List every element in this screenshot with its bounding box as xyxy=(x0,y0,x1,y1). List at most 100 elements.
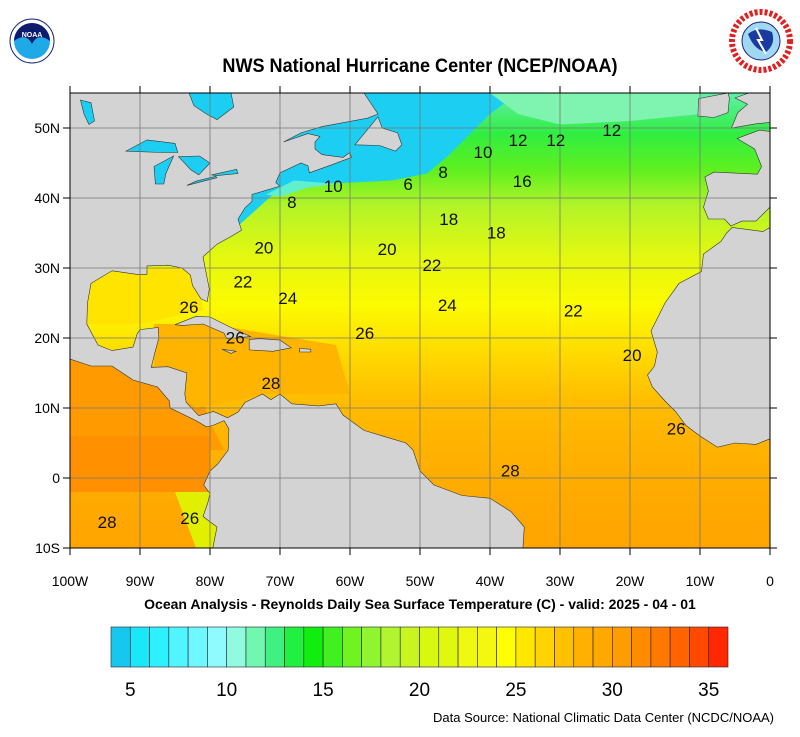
contour-label: 28 xyxy=(98,513,117,532)
contour-label: 20 xyxy=(254,239,273,258)
colorbar-label: 15 xyxy=(313,680,334,700)
y-tick-label: 0 xyxy=(52,470,60,486)
x-tick-label: 80W xyxy=(196,573,226,589)
colorbar-swatch xyxy=(419,626,440,668)
lake-michigan xyxy=(153,155,175,185)
nws-logo xyxy=(728,8,794,79)
contour-label: 12 xyxy=(546,131,565,150)
contour-label: 28 xyxy=(261,374,280,393)
gulf-of-mexico xyxy=(84,268,203,324)
land-great-britain xyxy=(731,93,770,129)
colorbar-swatch xyxy=(592,626,613,668)
land-iberia-france xyxy=(703,129,770,227)
colorbar-swatch xyxy=(534,626,555,668)
colorbar-label: 30 xyxy=(602,680,623,700)
colorbar-swatch xyxy=(631,626,652,668)
y-tick-label: 10N xyxy=(34,400,60,416)
colorbar-label: 10 xyxy=(216,680,237,700)
contour-label: 12 xyxy=(509,131,528,150)
x-tick-label: 40W xyxy=(476,573,506,589)
colorbar-swatch xyxy=(284,626,305,668)
colorbar-swatch xyxy=(399,626,420,668)
colorbar-swatch xyxy=(477,626,497,668)
contour-label: 28 xyxy=(501,461,520,480)
colorbar-swatch xyxy=(496,626,517,668)
land-africa xyxy=(647,227,770,448)
land-jamaica xyxy=(221,348,237,354)
x-tick-label: 90W xyxy=(126,573,156,589)
colorbar-label: 20 xyxy=(409,680,430,700)
contour-label: 22 xyxy=(564,302,583,321)
northeast-atlantic-cool xyxy=(490,93,700,125)
colorbar-swatch xyxy=(129,626,150,668)
land-hispaniola xyxy=(248,338,292,352)
colorbar-swatch xyxy=(187,626,208,668)
shelf-slope-water xyxy=(266,180,336,197)
y-tick-label: 10S xyxy=(35,540,60,556)
colorbar-swatch xyxy=(342,626,362,668)
colorbar-swatch xyxy=(650,626,671,668)
contour-label: 26 xyxy=(667,419,686,438)
land-puerto-rico xyxy=(299,348,312,353)
colorbar-label: 25 xyxy=(505,680,526,700)
colorbar-swatch xyxy=(457,626,478,668)
lake-ontario xyxy=(211,168,239,176)
contour-label: 18 xyxy=(487,223,506,242)
contour-label: 10 xyxy=(474,143,493,162)
lake-winnipeg xyxy=(80,99,95,125)
colorbar-swatch xyxy=(226,626,247,668)
colorbar-swatch xyxy=(322,626,343,668)
land-ireland xyxy=(697,93,730,118)
colorbar-swatch xyxy=(515,626,536,668)
contour-label: 10 xyxy=(324,177,343,196)
colorbar-swatch xyxy=(245,626,266,668)
x-tick-label: 30W xyxy=(546,573,576,589)
colorbar-swatch xyxy=(303,626,324,668)
colorbar-swatch xyxy=(554,626,575,668)
y-tick-label: 40N xyxy=(34,190,60,206)
colorbar-label: 5 xyxy=(125,680,136,700)
contour-label: 26 xyxy=(180,509,199,528)
colorbar-swatch xyxy=(264,626,285,668)
noaa-logo: NOAA xyxy=(8,10,56,77)
land-newfoundland xyxy=(354,116,403,152)
colorbar-swatch xyxy=(149,626,170,668)
x-tick-label: 10W xyxy=(686,573,716,589)
contour-label: 22 xyxy=(233,272,252,291)
caribbean-sea xyxy=(154,324,350,408)
y-tick-label: 30N xyxy=(34,260,60,276)
contour-label: 26 xyxy=(180,298,199,317)
contour-label: 8 xyxy=(438,163,447,182)
james-bay xyxy=(188,93,235,120)
page-title: NWS National Hurricane Center (NCEP/NOAA… xyxy=(222,56,618,77)
lake-erie xyxy=(186,175,218,186)
contour-label: 24 xyxy=(438,296,457,315)
contour-label: 6 xyxy=(403,175,412,194)
temperature-colorbar: 5 10 15 20 25 30 35 xyxy=(110,626,729,700)
contour-label: 18 xyxy=(439,210,458,229)
map-subtitle: Ocean Analysis - Reynolds Daily Sea Surf… xyxy=(144,596,696,612)
contour-label: 8 xyxy=(287,193,296,212)
lake-huron xyxy=(177,155,211,176)
colorbar-swatch xyxy=(168,626,189,668)
x-tick-label: 0 xyxy=(766,573,774,589)
colorbar-swatch xyxy=(689,626,710,668)
x-tick-label: 70W xyxy=(266,573,296,589)
lake-superior xyxy=(124,139,179,153)
contour-label: 26 xyxy=(226,328,245,347)
colorbar-swatch xyxy=(612,626,632,668)
contour-label: 16 xyxy=(513,172,532,191)
contour-label: 20 xyxy=(623,346,642,365)
contour-label: 12 xyxy=(602,121,621,140)
x-tick-label: 100W xyxy=(52,573,89,589)
colorbar-swatch xyxy=(110,626,131,668)
contour-label: 26 xyxy=(355,324,374,343)
colorbar-swatch xyxy=(438,626,459,668)
contour-label: 20 xyxy=(378,240,397,259)
x-tick-label: 50W xyxy=(406,573,436,589)
x-tick-label: 60W xyxy=(336,573,366,589)
colorbar-swatch xyxy=(361,626,382,668)
colorbar-swatch xyxy=(573,626,594,668)
